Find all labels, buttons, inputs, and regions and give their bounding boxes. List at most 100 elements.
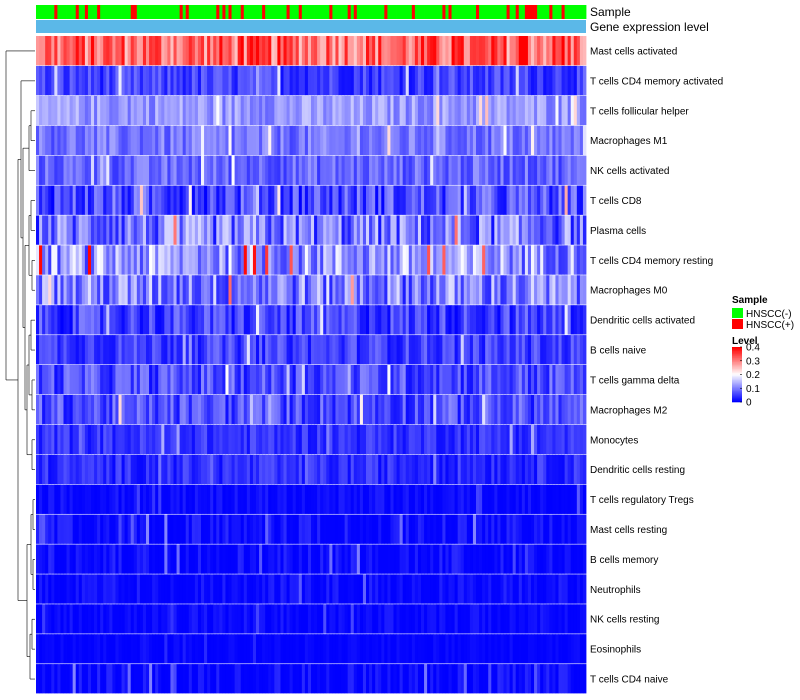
heatmap-cell (124, 514, 129, 544)
heatmap-cell (503, 65, 507, 96)
heatmap-cell (136, 424, 141, 455)
heatmap-cell (344, 305, 349, 335)
heatmap-cell (356, 604, 361, 634)
heatmap-cell (396, 125, 401, 156)
heatmap-cell (252, 514, 257, 544)
heatmap-cell (201, 454, 205, 485)
heatmap-cell (359, 604, 364, 634)
heatmap-cell (582, 634, 587, 664)
heatmap-cell (182, 574, 187, 604)
heatmap-cell (555, 275, 559, 305)
heatmap-cell (567, 335, 572, 365)
heatmap-cell (497, 424, 501, 455)
heatmap-row (36, 394, 587, 425)
heatmap-cell (570, 125, 575, 156)
heatmap-cell (155, 664, 159, 694)
heatmap-cell (509, 185, 514, 215)
heatmap-cell (582, 275, 587, 305)
heatmap-cell (225, 125, 229, 156)
sample-annotation-cell (228, 5, 232, 19)
heatmap-cell (381, 125, 385, 156)
heatmap-cell (216, 305, 220, 335)
heatmap-cell (564, 514, 569, 544)
heatmap-cell (45, 394, 49, 425)
heatmap-cell (503, 544, 507, 574)
heatmap-cell (515, 95, 520, 126)
heatmap-cell (283, 305, 287, 335)
heatmap-cell (54, 604, 58, 634)
heatmap-cell (237, 574, 242, 604)
heatmap-cell (512, 365, 517, 395)
heatmap-cell (57, 275, 61, 305)
heatmap-cell (265, 275, 269, 305)
heatmap-cell (384, 394, 388, 425)
heatmap-cell (265, 125, 269, 156)
heatmap-cell (570, 185, 575, 215)
heatmap-cell (164, 155, 168, 185)
heatmap-cell (323, 155, 327, 185)
heatmap-cell (188, 125, 193, 156)
heatmap-cell (249, 454, 254, 485)
heatmap-cell (540, 424, 544, 455)
heatmap-cell (240, 424, 245, 455)
heatmap-cell (332, 484, 336, 514)
heatmap-cell (75, 574, 80, 604)
heatmap-cell (564, 544, 569, 574)
heatmap-cell (347, 305, 352, 335)
heatmap-cell (451, 604, 456, 634)
heatmap-cell (173, 514, 177, 544)
heatmap-cell (271, 424, 275, 455)
heatmap-cell (222, 604, 226, 634)
heatmap-cell (277, 424, 281, 455)
heatmap-cell (350, 634, 355, 664)
heatmap-cell (246, 394, 251, 425)
heatmap-cell (381, 544, 385, 574)
heatmap-cell (543, 454, 547, 485)
heatmap-cell (350, 275, 355, 305)
heatmap-cell (515, 544, 520, 574)
heatmap-cell (136, 634, 141, 664)
heatmap-cell (97, 424, 101, 455)
heatmap-cell (60, 215, 64, 245)
heatmap-cell (381, 514, 385, 544)
heatmap-cell (63, 574, 67, 604)
heatmap-cell (60, 454, 64, 485)
heatmap-cell (243, 335, 248, 365)
heatmap-cell (561, 514, 566, 544)
heatmap-cell (518, 185, 523, 215)
heatmap-cell (567, 185, 572, 215)
heatmap-cell (570, 514, 575, 544)
heatmap-cell (286, 335, 291, 365)
heatmap-cell (36, 155, 40, 185)
heatmap-cell (558, 36, 562, 66)
heatmap-cell (103, 155, 107, 185)
heatmap-cell (91, 65, 95, 96)
heatmap-cell (457, 604, 462, 634)
heatmap-cell (109, 335, 113, 365)
heatmap-cell (433, 275, 437, 305)
heatmap-cell (149, 514, 153, 544)
heatmap-cell (289, 424, 294, 455)
heatmap-cell (109, 185, 113, 215)
heatmap-cell (152, 95, 156, 126)
heatmap-cell (579, 574, 584, 604)
heatmap-cell (509, 424, 514, 455)
heatmap-cell (436, 185, 440, 215)
heatmap-cell (521, 275, 526, 305)
heatmap-cell (311, 185, 315, 215)
heatmap-cell (372, 185, 376, 215)
heatmap-cell (152, 664, 156, 694)
heatmap-cell (197, 365, 202, 395)
heatmap-cell (246, 215, 251, 245)
heatmap-cell (188, 365, 193, 395)
heatmap-cell (155, 394, 159, 425)
heatmap-cell (201, 185, 205, 215)
heatmap-cell (63, 664, 67, 694)
heatmap-cell (384, 574, 388, 604)
heatmap-cell (433, 394, 437, 425)
heatmap-cell (405, 275, 410, 305)
sample-annotation-cell (63, 5, 67, 19)
heatmap-cell (109, 514, 113, 544)
heatmap-cell (381, 454, 385, 485)
heatmap-cell (118, 664, 122, 694)
